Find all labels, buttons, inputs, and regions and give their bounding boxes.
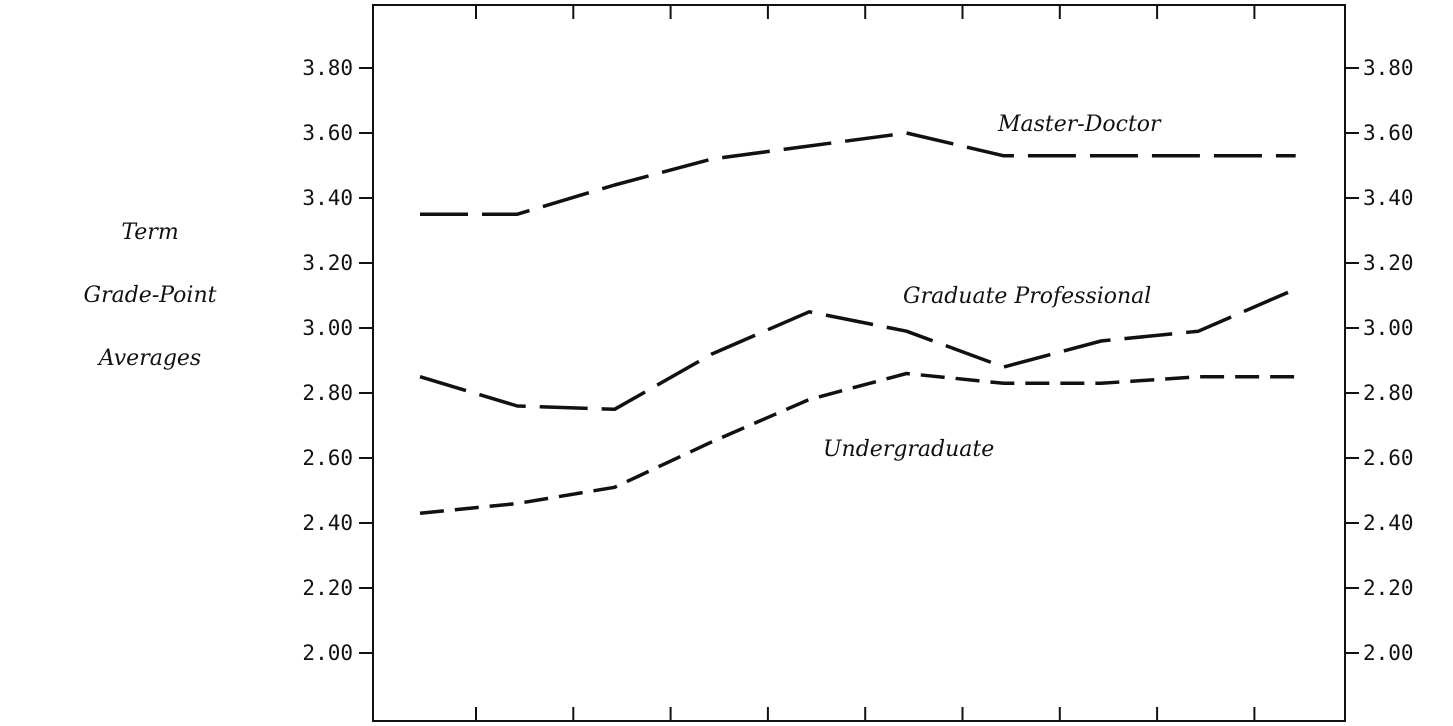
left-y-tick-label: 2.60 [302,446,353,470]
left-y-tick-label: 3.40 [302,186,353,210]
series-label-master-doctor: Master-Doctor [997,112,1162,137]
right-y-tick-label: 3.20 [1363,251,1414,275]
left-y-tick-label: 2.20 [302,576,353,600]
left-y-tick-label: 2.00 [302,641,353,665]
right-y-tick-label: 3.00 [1363,316,1414,340]
left-y-tick-label: 2.80 [302,381,353,405]
series-label-undergraduate: Undergraduate [823,437,994,462]
series-line-master-doctor [420,133,1296,214]
series-line-graduate-professional [420,289,1296,409]
left-y-tick-label: 3.20 [302,251,353,275]
right-y-tick-label: 3.40 [1363,186,1414,210]
right-y-tick-label: 2.40 [1363,511,1414,535]
left-y-tick-label: 3.80 [302,56,353,80]
plot-frame [373,5,1345,721]
left-y-tick-label: 3.60 [302,121,353,145]
right-y-tick-label: 2.00 [1363,641,1414,665]
right-y-tick-label: 3.80 [1363,56,1414,80]
right-axis-ticks: 2.00 2.20 2.40 2.60 2.80 3.00 3.20 3.40 3.60 3.80 [1345,56,1414,665]
left-y-tick-label: 3.00 [302,316,353,340]
left-y-tick-label: 2.40 [302,511,353,535]
right-y-tick-label: 3.60 [1363,121,1414,145]
left-axis-ticks: 2.00 2.20 2.40 2.60 2.80 3.00 3.20 3.40 3.60 3.80 [302,56,373,665]
right-y-tick-label: 2.20 [1363,576,1414,600]
right-y-tick-label: 2.60 [1363,446,1414,470]
series-label-graduate-professional: Graduate Professional [903,284,1151,309]
right-y-tick-label: 2.80 [1363,381,1414,405]
